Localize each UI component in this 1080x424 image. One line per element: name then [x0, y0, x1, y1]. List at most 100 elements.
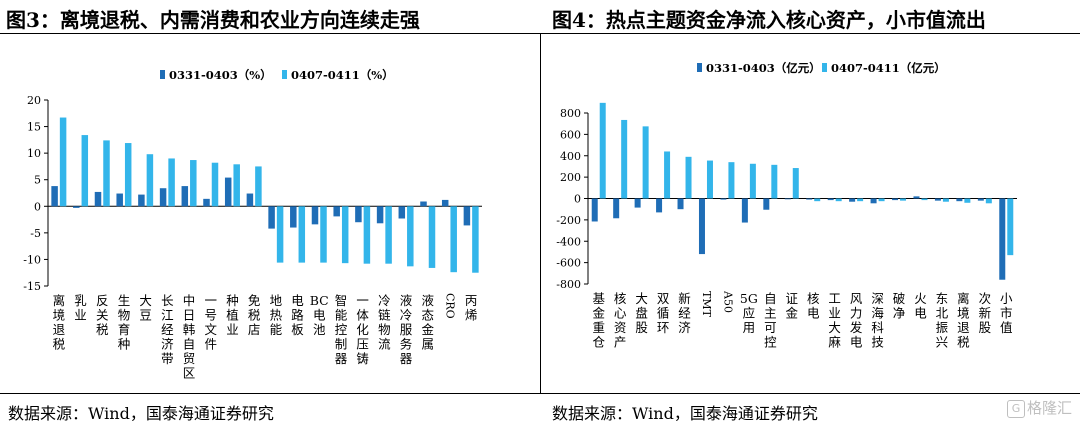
right-y-tick-label: -600 [556, 257, 581, 270]
right-category-label: 5G 应用 [740, 291, 758, 335]
left-category-label: 地热能 [270, 293, 283, 337]
right-category-label: 深海科技 [871, 291, 884, 350]
right-bar-s2 [964, 198, 971, 203]
right-bar-s1 [698, 198, 705, 255]
watermark-text: 格隆汇 [1026, 399, 1072, 417]
left-bar-s1 [355, 206, 362, 223]
right-legend-label-s2: 0407-0411（亿元） [831, 61, 946, 75]
right-bar-s1 [741, 198, 748, 223]
right-category-label: TMT [700, 291, 713, 318]
left-bar-s1 [376, 206, 384, 224]
right-bar-s2 [857, 198, 864, 202]
right-category-label: 双循环 [657, 291, 670, 335]
left-y-tick-label: -10 [23, 253, 41, 266]
right-legend-swatch-s2 [822, 63, 827, 72]
right-bar-s2 [985, 198, 992, 204]
right-category-label: 次新股 [979, 291, 992, 335]
left-y-tick-label: 10 [27, 147, 41, 160]
right-bar-s2 [599, 102, 606, 199]
left-y-tick-label: 15 [27, 121, 41, 134]
right-bar-s2 [664, 151, 671, 199]
left-bar-s1 [224, 177, 232, 207]
right-legend-swatch-s1 [697, 63, 702, 72]
right-category-label: 风力发电 [850, 291, 863, 350]
left-category-label: 冷链物流 [378, 293, 391, 352]
left-category-label: 大豆 [139, 293, 152, 323]
left-bar-s2 [81, 135, 89, 207]
left-y-tick-label: 20 [27, 94, 41, 107]
left-category-label: 中日韩自贸区 [183, 293, 196, 381]
left-bar-s1 [116, 193, 123, 207]
left-bar-s2 [103, 140, 110, 207]
left-category-label: 智能控制器 [335, 293, 348, 366]
left-bar-s2 [407, 206, 414, 267]
right-bar-s1 [591, 198, 598, 222]
right-category-label: 破净 [893, 291, 906, 321]
right-bar-s1 [956, 198, 963, 202]
right-bar-s1 [892, 198, 899, 201]
right-bar-s2 [835, 198, 842, 202]
left-data-source: 数据来源：Wind，国泰海通证券研究 [8, 404, 274, 423]
right-bar-s2 [642, 126, 649, 199]
left-bar-s2 [255, 166, 262, 207]
left-bar-s2 [385, 206, 392, 264]
right-bar-s1 [806, 198, 813, 200]
left-category-label: 反关税 [96, 293, 109, 337]
right-category-label: 火电 [914, 291, 927, 321]
left-bar-s2 [450, 206, 457, 273]
left-bar-s2 [211, 162, 219, 207]
bottom-rule [0, 393, 1080, 394]
left-category-label: 电路板 [291, 293, 304, 337]
right-y-tick-label: 600 [560, 128, 581, 141]
left-y-tick-label: -5 [30, 227, 41, 240]
left-bar-s2 [190, 160, 197, 207]
right-y-tick-label: 200 [560, 171, 581, 184]
right-bar-s1 [913, 196, 920, 199]
left-bar-s1 [203, 198, 210, 207]
left-category-label: 长江经济带 [161, 293, 174, 366]
panel-divider [540, 33, 541, 393]
right-bar-s2 [1007, 198, 1014, 256]
left-category-label: 生物育种 [118, 293, 131, 352]
right-data-source: 数据来源：Wind，国泰海通证券研究 [552, 404, 818, 423]
right-bar-s1 [870, 198, 877, 204]
left-bar-s1 [94, 191, 102, 207]
left-bar-s1 [246, 193, 254, 207]
left-y-tick-label: -15 [23, 280, 41, 293]
right-category-label: 证金 [786, 291, 799, 321]
left-category-label: 液冷服务器 [400, 293, 413, 366]
right-y-tick-label: -200 [556, 214, 581, 227]
left-bar-s2 [320, 206, 327, 263]
left-bar-s2 [472, 206, 479, 273]
left-bar-s2 [363, 206, 371, 264]
right-category-label: 基金重仓 [592, 291, 605, 350]
left-legend-swatch-s1 [160, 70, 165, 79]
left-bar-s1 [333, 206, 340, 217]
right-bar-s2 [942, 198, 949, 202]
right-bar-s2 [706, 160, 713, 199]
left-y-tick-label: 5 [34, 174, 41, 187]
right-bar-s2 [771, 164, 778, 199]
left-category-label: 免税店 [248, 293, 261, 337]
left-bar-s1 [311, 206, 319, 225]
right-bar-s2 [900, 198, 907, 201]
left-category-label: 种植业 [226, 293, 239, 337]
left-bar-s1 [398, 206, 406, 219]
left-legend-label-s2: 0407-0411（%） [291, 68, 394, 82]
right-bar-s2 [685, 156, 692, 199]
right-y-tick-label: -400 [556, 235, 581, 248]
right-category-label: 自主可控 [764, 291, 777, 350]
left-bar-s1 [181, 186, 189, 207]
right-bar-s2 [749, 163, 756, 199]
right-y-tick-label: 800 [560, 107, 581, 120]
left-bar-chart: -15 -10 -5 0 5 10 15 20 离境退税乳业反关税生物育种大豆长江经济带中日韩自… [23, 68, 482, 381]
right-bar-s1 [763, 198, 770, 210]
right-bar-s1 [934, 198, 941, 201]
left-bar-s2 [276, 206, 284, 263]
right-chart-title: 图4：热点主题资金净流入核心资产，小市值流出 [552, 8, 986, 32]
left-category-label: 一体化压铸 [356, 293, 369, 366]
right-category-label: A50 [721, 290, 734, 313]
right-bar-s1 [784, 198, 791, 200]
right-bar-s2 [878, 198, 885, 202]
right-bar-s1 [827, 198, 834, 201]
